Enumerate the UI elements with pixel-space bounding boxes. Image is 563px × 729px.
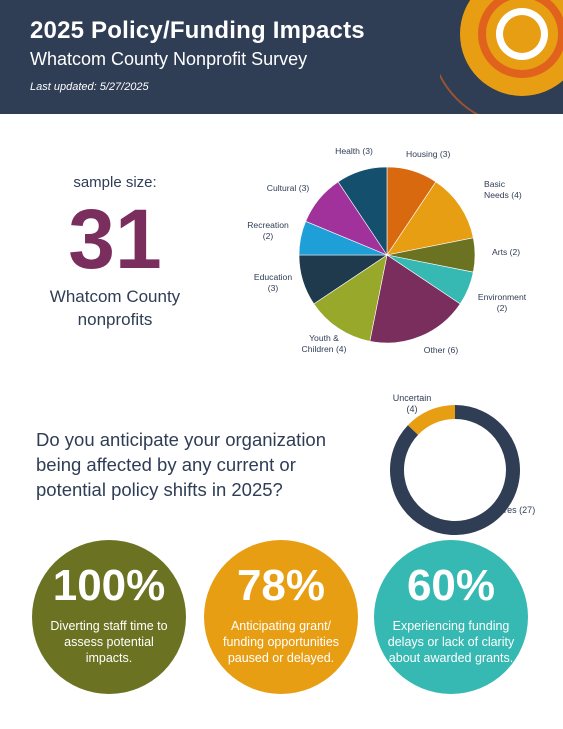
sample-size-label: sample size: bbox=[73, 174, 157, 191]
sample-size-description: Whatcom County nonprofits bbox=[49, 287, 181, 329]
stat-value: 100% bbox=[52, 561, 166, 610]
stat-value: 78% bbox=[236, 561, 326, 610]
category-pie-chart: Housing (3) Basic Needs (4) Arts (2) Environ… bbox=[247, 146, 527, 355]
pie-slice-basic-needs bbox=[386, 181, 474, 256]
sun-logo-icon bbox=[440, 0, 563, 114]
pie-label-health: Health (3) bbox=[335, 146, 373, 156]
pie-slice-youth-and-children bbox=[313, 254, 388, 342]
policy-impact-donut-chart: Uncertain (4) Yes (27) bbox=[390, 393, 535, 535]
survey-question: Do you anticipate your organization bein… bbox=[36, 429, 327, 500]
pie-slice-health bbox=[337, 166, 388, 256]
stat-value: 60% bbox=[406, 561, 496, 610]
stat-circle-funding-delays: 60% Experiencing funding delays or lack … bbox=[374, 540, 528, 694]
donut-segment-uncertain bbox=[407, 405, 456, 436]
stat-description: Experiencing funding delays or lack of c… bbox=[387, 619, 515, 665]
pie-label-recreation: Recreation (2) bbox=[247, 220, 289, 241]
donut-label-yes: Yes (27) bbox=[502, 505, 535, 515]
pie-label-arts: Arts (2) bbox=[492, 247, 520, 257]
pie-label-housing: Housing (3) bbox=[406, 149, 451, 159]
donut-segment-yes bbox=[390, 405, 520, 535]
page-title: 2025 Policy/Funding Impacts bbox=[30, 17, 365, 44]
pie-label-basic-needs: Basic Needs (4) bbox=[484, 179, 522, 200]
stat-circle-grants-paused: 78% Anticipating grant/ funding opportun… bbox=[204, 540, 358, 694]
sample-size-number: 31 bbox=[68, 192, 162, 286]
stat-description: Diverting staff time to assess potential… bbox=[50, 619, 168, 665]
stat-description: Anticipating grant/ funding opportunitie… bbox=[222, 619, 340, 665]
pie-label-education: Education (3) bbox=[254, 272, 292, 293]
last-updated-text: Last updated: 5/27/2025 bbox=[30, 81, 149, 93]
pie-label-other: Other (6) bbox=[424, 345, 459, 355]
pie-label-youth-and-children: Youth & Children (4) bbox=[302, 333, 347, 354]
page-subtitle: Whatcom County Nonprofit Survey bbox=[30, 49, 308, 69]
pie-slice-other bbox=[369, 254, 461, 344]
donut-label-uncertain: Uncertain (4) bbox=[393, 393, 432, 414]
header-banner: 2025 Policy/Funding Impacts Whatcom Coun… bbox=[0, 0, 563, 114]
pie-label-environment: Environment (2) bbox=[478, 292, 527, 313]
pie-label-cultural: Cultural (3) bbox=[267, 183, 310, 193]
stat-circle-staff-time: 100% Diverting staff time to assess pote… bbox=[32, 540, 186, 694]
